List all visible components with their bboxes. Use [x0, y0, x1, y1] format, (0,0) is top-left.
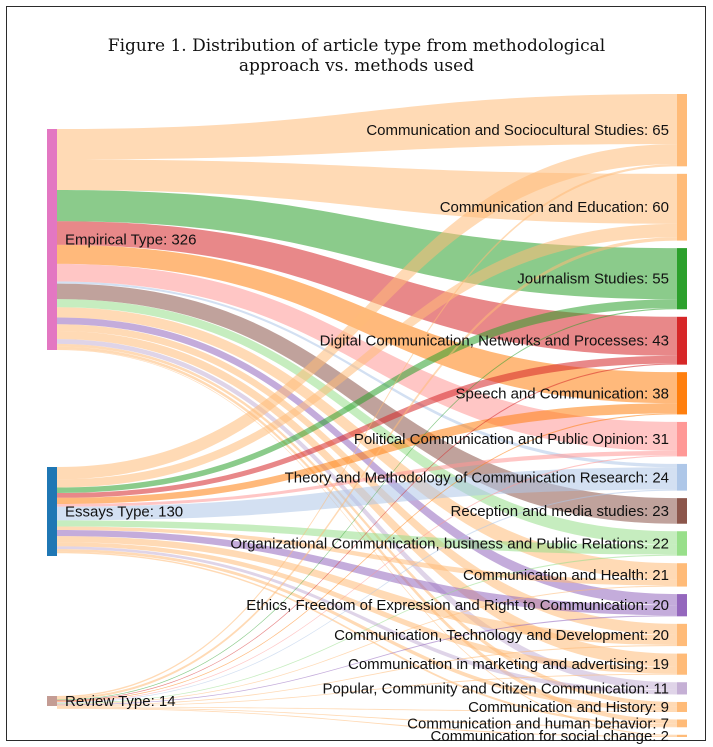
- link-essays-type-to-theory-and-methodology-of-communication-research: [57, 467, 677, 521]
- link-empirical-type-to-communication-and-health: [57, 307, 677, 580]
- target-label-reception-and-media-studies: Reception and media studies: 23: [451, 503, 669, 520]
- target-node-communication-and-sociocultural-studies: [677, 94, 687, 167]
- link-empirical-type-to-theory-and-methodology-of-communication-research: [57, 281, 677, 468]
- link-essays-type-to-communication-and-health: [57, 526, 677, 586]
- target-node-popular-community-and-citizen-communication: [677, 682, 687, 695]
- link-empirical-type-to-communication-and-education: [57, 159, 677, 224]
- link-review-type-to-communication-and-sociocultural-studies: [57, 164, 677, 698]
- target-label-communication-and-health: Communication and Health: 21: [463, 567, 669, 584]
- link-review-type-to-communication-and-human-behavior: [57, 707, 677, 728]
- link-essays-type-to-political-communication-and-public-opinion: [57, 450, 677, 507]
- source-node-empirical-type: [47, 129, 57, 350]
- source-label-empirical-type: Empirical Type: 326: [65, 232, 196, 249]
- link-essays-type-to-communication-and-human-behavior: [57, 551, 677, 727]
- target-node-speech-and-communication: [677, 372, 687, 415]
- chart-title-line-2: approach vs. methods used: [238, 56, 475, 76]
- link-essays-type-to-communication-and-education: [57, 223, 677, 488]
- link-empirical-type-to-communication-for-social-change: [57, 349, 677, 736]
- target-node-communication-technology-and-development: [677, 623, 687, 647]
- link-review-type-to-journalism-studies: [57, 308, 677, 701]
- target-label-digital-communication-networks-and-processes: Digital Communication, Networks and Proc…: [320, 333, 669, 350]
- target-label-communication-and-human-behavior: Communication and human behavior: 7: [407, 715, 669, 732]
- link-empirical-type-to-ethics-freedom-of-expression-and-right-to-communication: [57, 317, 677, 606]
- target-node-communication-and-history: [677, 701, 687, 712]
- link-essays-type-to-journalism-studies: [57, 299, 677, 494]
- target-node-digital-communication-networks-and-processes: [677, 316, 687, 365]
- link-essays-type-to-communication-and-history: [57, 549, 677, 711]
- link-review-type-to-communication-for-social-change: [57, 708, 677, 737]
- source-node-essays-type: [47, 467, 57, 556]
- source-label-review-type: Review Type: 14: [65, 693, 176, 710]
- link-review-type-to-ethics-freedom-of-expression-and-right-to-communication: [57, 615, 677, 706]
- link-empirical-type-to-reception-and-media-studies: [57, 283, 677, 524]
- link-review-type-to-organizational-communication-business-and-public-relations: [57, 554, 677, 704]
- link-review-type-to-communication-and-health: [57, 585, 677, 705]
- link-empirical-type-to-speech-and-communication: [57, 244, 677, 404]
- chart-title: Figure 1. Distribution of article type f…: [0, 36, 713, 76]
- target-label-communication-technology-and-development: Communication, Technology and Developmen…: [334, 627, 669, 644]
- target-node-ethics-freedom-of-expression-and-right-to-communication: [677, 594, 687, 617]
- target-label-communication-and-education: Communication and Education: 60: [440, 199, 669, 216]
- target-label-communication-for-social-change: Communication for social change: 2: [431, 728, 669, 745]
- link-essays-type-to-communication-technology-and-development: [57, 536, 677, 645]
- link-review-type-to-digital-communication-networks-and-processes: [57, 363, 677, 701]
- target-node-communication-in-marketing-and-advertising: [677, 653, 687, 675]
- link-essays-type-to-organizational-communication-business-and-public-relations: [57, 520, 677, 555]
- link-review-type-to-communication-and-history: [57, 706, 677, 712]
- link-review-type-to-communication-in-marketing-and-advertising: [57, 673, 677, 707]
- link-empirical-type-to-communication-and-history: [57, 343, 677, 707]
- link-essays-type-to-popular-community-and-citizen-communication: [57, 546, 677, 695]
- target-label-journalism-studies: Journalism Studies: 55: [517, 271, 669, 288]
- link-review-type-to-speech-and-communication: [57, 413, 677, 702]
- target-label-communication-in-marketing-and-advertising: Communication in marketing and advertisi…: [348, 656, 669, 673]
- source-node-review-type: [47, 696, 57, 706]
- target-node-journalism-studies: [677, 248, 687, 310]
- target-label-organizational-communication-business-and-public-relations: Organizational Communication, business a…: [230, 535, 669, 552]
- target-node-reception-and-media-studies: [677, 498, 687, 524]
- link-review-type-to-theory-and-methodology-of-communication-research: [57, 489, 677, 704]
- link-empirical-type-to-journalism-studies: [57, 190, 677, 300]
- target-node-communication-and-human-behavior: [677, 719, 687, 728]
- link-essays-type-to-communication-and-sociocultural-studies: [57, 144, 677, 480]
- target-node-communication-and-health: [677, 563, 687, 587]
- link-essays-type-to-digital-communication-networks-and-processes: [57, 355, 677, 498]
- link-essays-type-to-ethics-freedom-of-expression-and-right-to-communication: [57, 529, 677, 616]
- target-label-speech-and-communication: Speech and Communication: 38: [456, 385, 669, 402]
- target-node-communication-for-social-change: [677, 734, 687, 737]
- link-review-type-to-communication-technology-and-development: [57, 644, 677, 706]
- target-label-theory-and-methodology-of-communication-research: Theory and Methodology of Communication …: [285, 469, 669, 486]
- target-node-political-communication-and-public-opinion: [677, 421, 687, 457]
- target-label-popular-community-and-citizen-communication: Popular, Community and Citizen Communica…: [322, 680, 669, 697]
- source-label-essays-type: Essays Type: 130: [65, 504, 183, 521]
- target-node-organizational-communication-business-and-public-relations: [677, 531, 687, 556]
- link-review-type-to-communication-and-education: [57, 237, 677, 700]
- target-node-communication-and-education: [677, 173, 687, 241]
- link-essays-type-to-communication-in-marketing-and-advertising: [57, 542, 677, 674]
- link-empirical-type-to-popular-community-and-citizen-communication: [57, 339, 677, 691]
- target-label-political-communication-and-public-opinion: Political Communication and Public Opini…: [354, 431, 669, 448]
- target-label-communication-and-sociocultural-studies: Communication and Sociocultural Studies:…: [366, 122, 669, 139]
- link-review-type-to-political-communication-and-public-opinion: [57, 455, 677, 703]
- link-essays-type-to-speech-and-communication: [57, 403, 677, 504]
- target-label-communication-and-history: Communication and History: 9: [468, 699, 669, 716]
- link-empirical-type-to-communication-and-sociocultural-studies: [57, 94, 677, 160]
- target-label-ethics-freedom-of-expression-and-right-to-communication: Ethics, Freedom of Expression and Right …: [246, 597, 669, 614]
- target-node-theory-and-methodology-of-communication-research: [677, 463, 687, 491]
- chart-title-line-1: Figure 1. Distribution of article type f…: [107, 36, 606, 56]
- link-empirical-type-to-organizational-communication-business-and-public-relations: [57, 299, 677, 545]
